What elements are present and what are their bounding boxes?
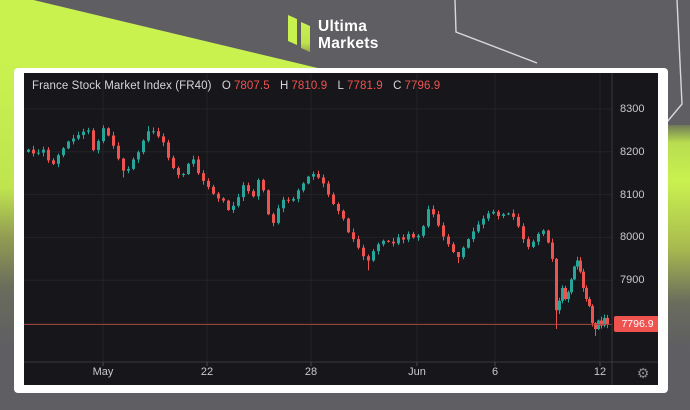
brand-line1: Ultima xyxy=(318,18,368,35)
low-value: 7781.9 xyxy=(347,80,383,92)
brand-line2: Markets xyxy=(318,35,379,52)
high-label: H xyxy=(280,80,289,92)
open-value: 7807.5 xyxy=(233,80,270,92)
close-value: 7796.9 xyxy=(404,80,441,92)
time-axis-label: Jun xyxy=(408,366,426,378)
settings-gear-icon[interactable]: ⚙ xyxy=(636,366,650,382)
instrument-name: France Stock Market Index (FR40) xyxy=(32,80,212,92)
chart-panel: France Stock Market Index (FR40) O 7807.5… xyxy=(14,68,668,393)
time-axis-label: 12 xyxy=(593,366,607,378)
price-axis-label: 8000 xyxy=(620,231,645,244)
hexagon-outline-right xyxy=(666,0,683,123)
high-value: 7810.9 xyxy=(291,80,328,92)
price-axis-label: 8100 xyxy=(620,188,645,201)
close-label: C xyxy=(393,80,402,92)
brand-name: Ultima Markets xyxy=(318,15,379,52)
low-label: L xyxy=(337,80,344,92)
brand-logo: Ultima Markets xyxy=(288,15,379,52)
chart-area[interactable]: France Stock Market Index (FR40) O 7807.5… xyxy=(24,73,658,385)
candlestick-chart[interactable] xyxy=(24,73,658,385)
price-axis-label: 8300 xyxy=(620,102,645,115)
time-axis-label: May xyxy=(92,366,114,378)
ultima-markets-logo-icon xyxy=(288,15,310,52)
chart-legend: France Stock Market Index (FR40) O 7807.5… xyxy=(32,80,440,92)
last-price-tag: 7796.9 xyxy=(614,316,658,333)
hexagon-outline-left xyxy=(454,0,538,64)
header-green-wedge xyxy=(0,0,326,70)
time-axis-label: 22 xyxy=(200,366,214,378)
time-axis-label: 28 xyxy=(304,366,318,378)
open-label: O xyxy=(221,80,231,92)
price-axis-label: 7900 xyxy=(620,274,645,287)
time-axis-label: 6 xyxy=(491,366,499,378)
price-axis-label: 8200 xyxy=(620,145,645,158)
